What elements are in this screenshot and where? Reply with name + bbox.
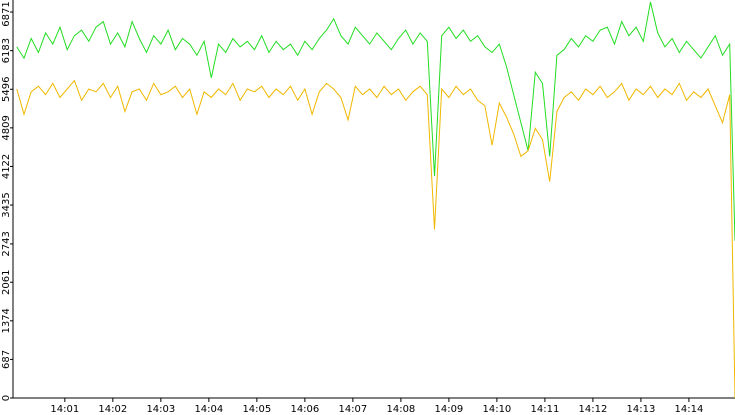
x-tick-label: 14:14 — [675, 404, 704, 415]
y-tick-label: 4122 — [1, 154, 12, 179]
x-tick-label: 14:13 — [626, 404, 655, 415]
x-tick-label: 14:02 — [98, 404, 127, 415]
x-tick-label: 14:09 — [434, 404, 463, 415]
y-tick-label: 5496 — [1, 77, 12, 102]
y-tick-label: 687 — [1, 350, 12, 369]
x-tick-label: 14:07 — [338, 404, 367, 415]
x-tick-label: 14:05 — [242, 404, 271, 415]
y-tick-label: 2743 — [1, 231, 12, 256]
x-tick-label: 14:03 — [146, 404, 175, 415]
x-tick-label: 14:11 — [530, 404, 559, 415]
series-line — [16, 79, 735, 399]
y-tick-label: 6183 — [1, 38, 12, 63]
y-tick-label: 1374 — [1, 308, 12, 333]
y-tick-label: 2061 — [1, 269, 12, 294]
y-tick-label: 3435 — [1, 192, 12, 217]
x-tick-label: 14:01 — [50, 404, 79, 415]
x-tick-label: 14:12 — [578, 404, 607, 415]
x-tick-label: 14:08 — [386, 404, 415, 415]
y-tick-label: 4809 — [1, 115, 12, 140]
series-line — [16, 1, 735, 241]
x-tick-label: 14:10 — [482, 404, 511, 415]
y-tick-label: 6871 — [1, 1, 12, 26]
x-tick-label: 14:06 — [290, 404, 319, 415]
y-tick-label: 0 — [1, 395, 12, 401]
x-tick-label: 14:04 — [194, 404, 223, 415]
